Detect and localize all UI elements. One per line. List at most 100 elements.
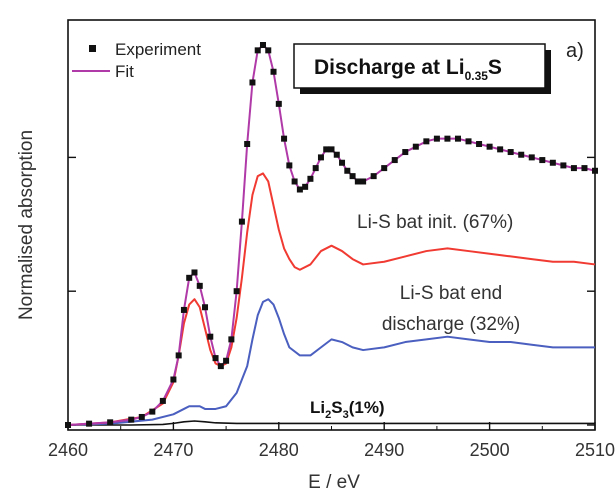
experiment-point <box>507 149 514 156</box>
li2s3-line <box>68 420 595 426</box>
title-sub: 0.35 <box>465 69 489 83</box>
panel-label: a) <box>566 40 584 62</box>
experiment-point <box>191 269 198 276</box>
experiment-point <box>244 141 251 148</box>
experiment-point <box>180 306 187 313</box>
x-axis-label: E / eV <box>308 472 360 493</box>
title-box-text: Discharge at Li0.35S <box>314 56 502 83</box>
experiment-point <box>249 79 256 86</box>
experiment-point <box>370 173 377 180</box>
experiment-point <box>344 167 351 174</box>
experiment-point <box>281 135 288 142</box>
y-axis-label: Normalised absorption <box>16 130 37 320</box>
li2s3-part-a: Li <box>310 398 325 417</box>
experiment-point <box>476 141 483 148</box>
experiment-point <box>528 154 535 161</box>
legend-experiment-label: Experiment <box>115 40 201 59</box>
experiment-point <box>238 218 245 225</box>
series-layer <box>67 44 596 426</box>
experiment-point <box>549 159 556 166</box>
fit-line <box>67 44 596 426</box>
li2s3-part-e: (1%) <box>349 398 385 417</box>
end-discharge-line <box>67 298 595 426</box>
experiment-point <box>323 146 330 153</box>
experiment-point <box>486 143 493 150</box>
experiment-point <box>349 173 356 180</box>
legend-fit-label: Fit <box>115 62 134 81</box>
experiment-point <box>138 413 145 420</box>
experiment-point <box>570 165 577 172</box>
experiment-point <box>317 154 324 161</box>
experiment-point <box>539 157 546 164</box>
experiment-point <box>228 336 235 343</box>
experiment-point <box>423 138 430 145</box>
experiment-point <box>159 397 166 404</box>
experiment-point <box>444 135 451 142</box>
experiment-point <box>265 47 272 54</box>
experiment-point <box>86 420 93 427</box>
x-ticks: 2460 2470 2480 2490 2500 2510 <box>48 422 615 460</box>
y-ticks <box>68 156 595 426</box>
experiment-point <box>270 68 277 75</box>
x-tick-label-2500: 2500 <box>470 440 510 460</box>
x-tick-label-2490: 2490 <box>364 440 404 460</box>
li2s3-part-b: 2 <box>325 409 331 421</box>
experiment-point <box>212 355 219 362</box>
experiment-point <box>592 167 598 174</box>
x-tick-label-2480: 2480 <box>259 440 299 460</box>
experiment-point <box>465 138 472 145</box>
experiment-point <box>360 178 367 185</box>
experiment-point <box>560 162 567 169</box>
experiment-point <box>381 165 388 172</box>
experiment-point <box>170 376 177 383</box>
experiment-point <box>339 159 346 166</box>
li2s3-part-c: S <box>331 398 342 417</box>
label-init: Li-S bat init. (67%) <box>357 212 513 233</box>
experiment-point <box>328 146 335 153</box>
experiment-point <box>333 151 340 158</box>
experiment-point <box>454 135 461 142</box>
label-end-line2: discharge (32%) <box>382 314 520 335</box>
experiment-point <box>354 178 361 185</box>
experiment-point <box>186 274 193 281</box>
experiment-point <box>412 143 419 150</box>
experiment-point <box>65 422 71 428</box>
experiment-point <box>275 100 282 107</box>
experiment-point <box>254 47 261 54</box>
experiment-point <box>581 165 588 172</box>
experiment-point <box>433 135 440 142</box>
title-tail: S <box>488 56 502 79</box>
experiment-point <box>296 186 303 193</box>
experiment-point <box>391 157 398 164</box>
init-line <box>67 172 596 426</box>
title-box-frame <box>293 43 546 89</box>
experiment-point <box>196 282 203 289</box>
experiment-point <box>149 408 156 415</box>
x-tick-label-2470: 2470 <box>153 440 193 460</box>
experiment-points <box>65 42 598 428</box>
experiment-point <box>233 288 240 295</box>
label-end-line1: Li-S bat end <box>400 283 502 304</box>
li2s3-part-d: 3 <box>343 409 349 421</box>
label-li2s3: Li2S3(1%) <box>310 398 385 421</box>
experiment-point <box>312 165 319 172</box>
experiment-point <box>128 416 135 423</box>
experiment-point <box>202 304 209 311</box>
experiment-point <box>286 162 293 169</box>
x-tick-label-2460: 2460 <box>48 440 88 460</box>
experiment-point <box>291 178 298 185</box>
experiment-point <box>223 357 230 364</box>
experiment-point <box>259 42 266 48</box>
legend: Experiment Fit <box>72 40 201 81</box>
experiment-point <box>497 146 504 153</box>
title-main: Discharge at Li <box>314 56 465 79</box>
experiment-point <box>518 151 525 158</box>
experiment-point <box>207 333 214 340</box>
x-tick-label-2510: 2510 <box>575 440 615 460</box>
experiment-point <box>302 183 309 190</box>
legend-experiment-marker <box>89 45 96 52</box>
experiment-point <box>307 175 314 182</box>
title-box: Discharge at Li0.35S <box>293 43 551 94</box>
experiment-point <box>217 363 224 370</box>
